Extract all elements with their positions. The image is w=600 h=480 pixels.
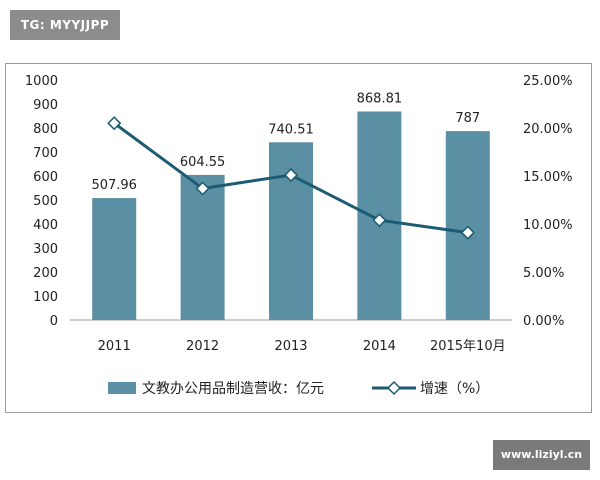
y-left-tick-label: 700 xyxy=(33,146,58,161)
y-left-tick-label: 0 xyxy=(50,314,58,329)
y-left-tick-label: 500 xyxy=(33,194,58,209)
legend-swatch-marker xyxy=(386,380,402,396)
bar-data-label: 507.96 xyxy=(91,178,137,193)
y-left-tick-label: 100 xyxy=(33,290,58,305)
y-right-tick-label: 15.00% xyxy=(523,170,573,185)
growth-point xyxy=(195,181,210,196)
bar xyxy=(445,131,490,320)
watermark-site: www.liziyl.cn xyxy=(493,440,590,470)
watermark-tag: TG: MYYJJPP xyxy=(10,10,120,40)
y-left-tick-label: 600 xyxy=(33,170,58,185)
x-tick-label: 2011 xyxy=(98,339,131,354)
y-left-tick-label: 400 xyxy=(33,218,58,233)
bar-data-label: 787 xyxy=(455,111,480,126)
bar-data-label: 868.81 xyxy=(357,91,403,106)
x-tick-label: 2013 xyxy=(274,339,307,354)
y-left-tick-label: 300 xyxy=(33,242,58,257)
y-right-tick-label: 20.00% xyxy=(523,122,573,137)
legend-swatch-bar xyxy=(108,382,136,394)
bar xyxy=(180,174,225,320)
growth-point xyxy=(372,213,387,228)
legend-label-bar: 文教办公用品制造营收：亿元 xyxy=(142,381,324,397)
y-right-tick-label: 5.00% xyxy=(523,266,564,281)
bar-data-label: 740.51 xyxy=(268,122,314,137)
y-left-tick-label: 1000 xyxy=(25,74,58,89)
x-tick-label: 2015年10月 xyxy=(430,339,506,354)
growth-point xyxy=(460,225,475,240)
y-right-tick-label: 25.00% xyxy=(523,74,573,89)
x-tick-label: 2012 xyxy=(186,339,219,354)
y-right-tick-label: 0.00% xyxy=(523,314,564,329)
y-left-tick-label: 800 xyxy=(33,122,58,137)
legend-label-line: 增速（%） xyxy=(420,381,489,397)
bar-data-label: 604.55 xyxy=(180,155,226,170)
y-left-tick-label: 900 xyxy=(33,98,58,113)
y-left-tick-label: 200 xyxy=(33,266,58,281)
bar xyxy=(92,198,137,320)
y-right-tick-label: 10.00% xyxy=(523,218,573,233)
x-tick-label: 2014 xyxy=(363,339,396,354)
growth-point xyxy=(107,116,122,131)
growth-point xyxy=(283,167,299,183)
